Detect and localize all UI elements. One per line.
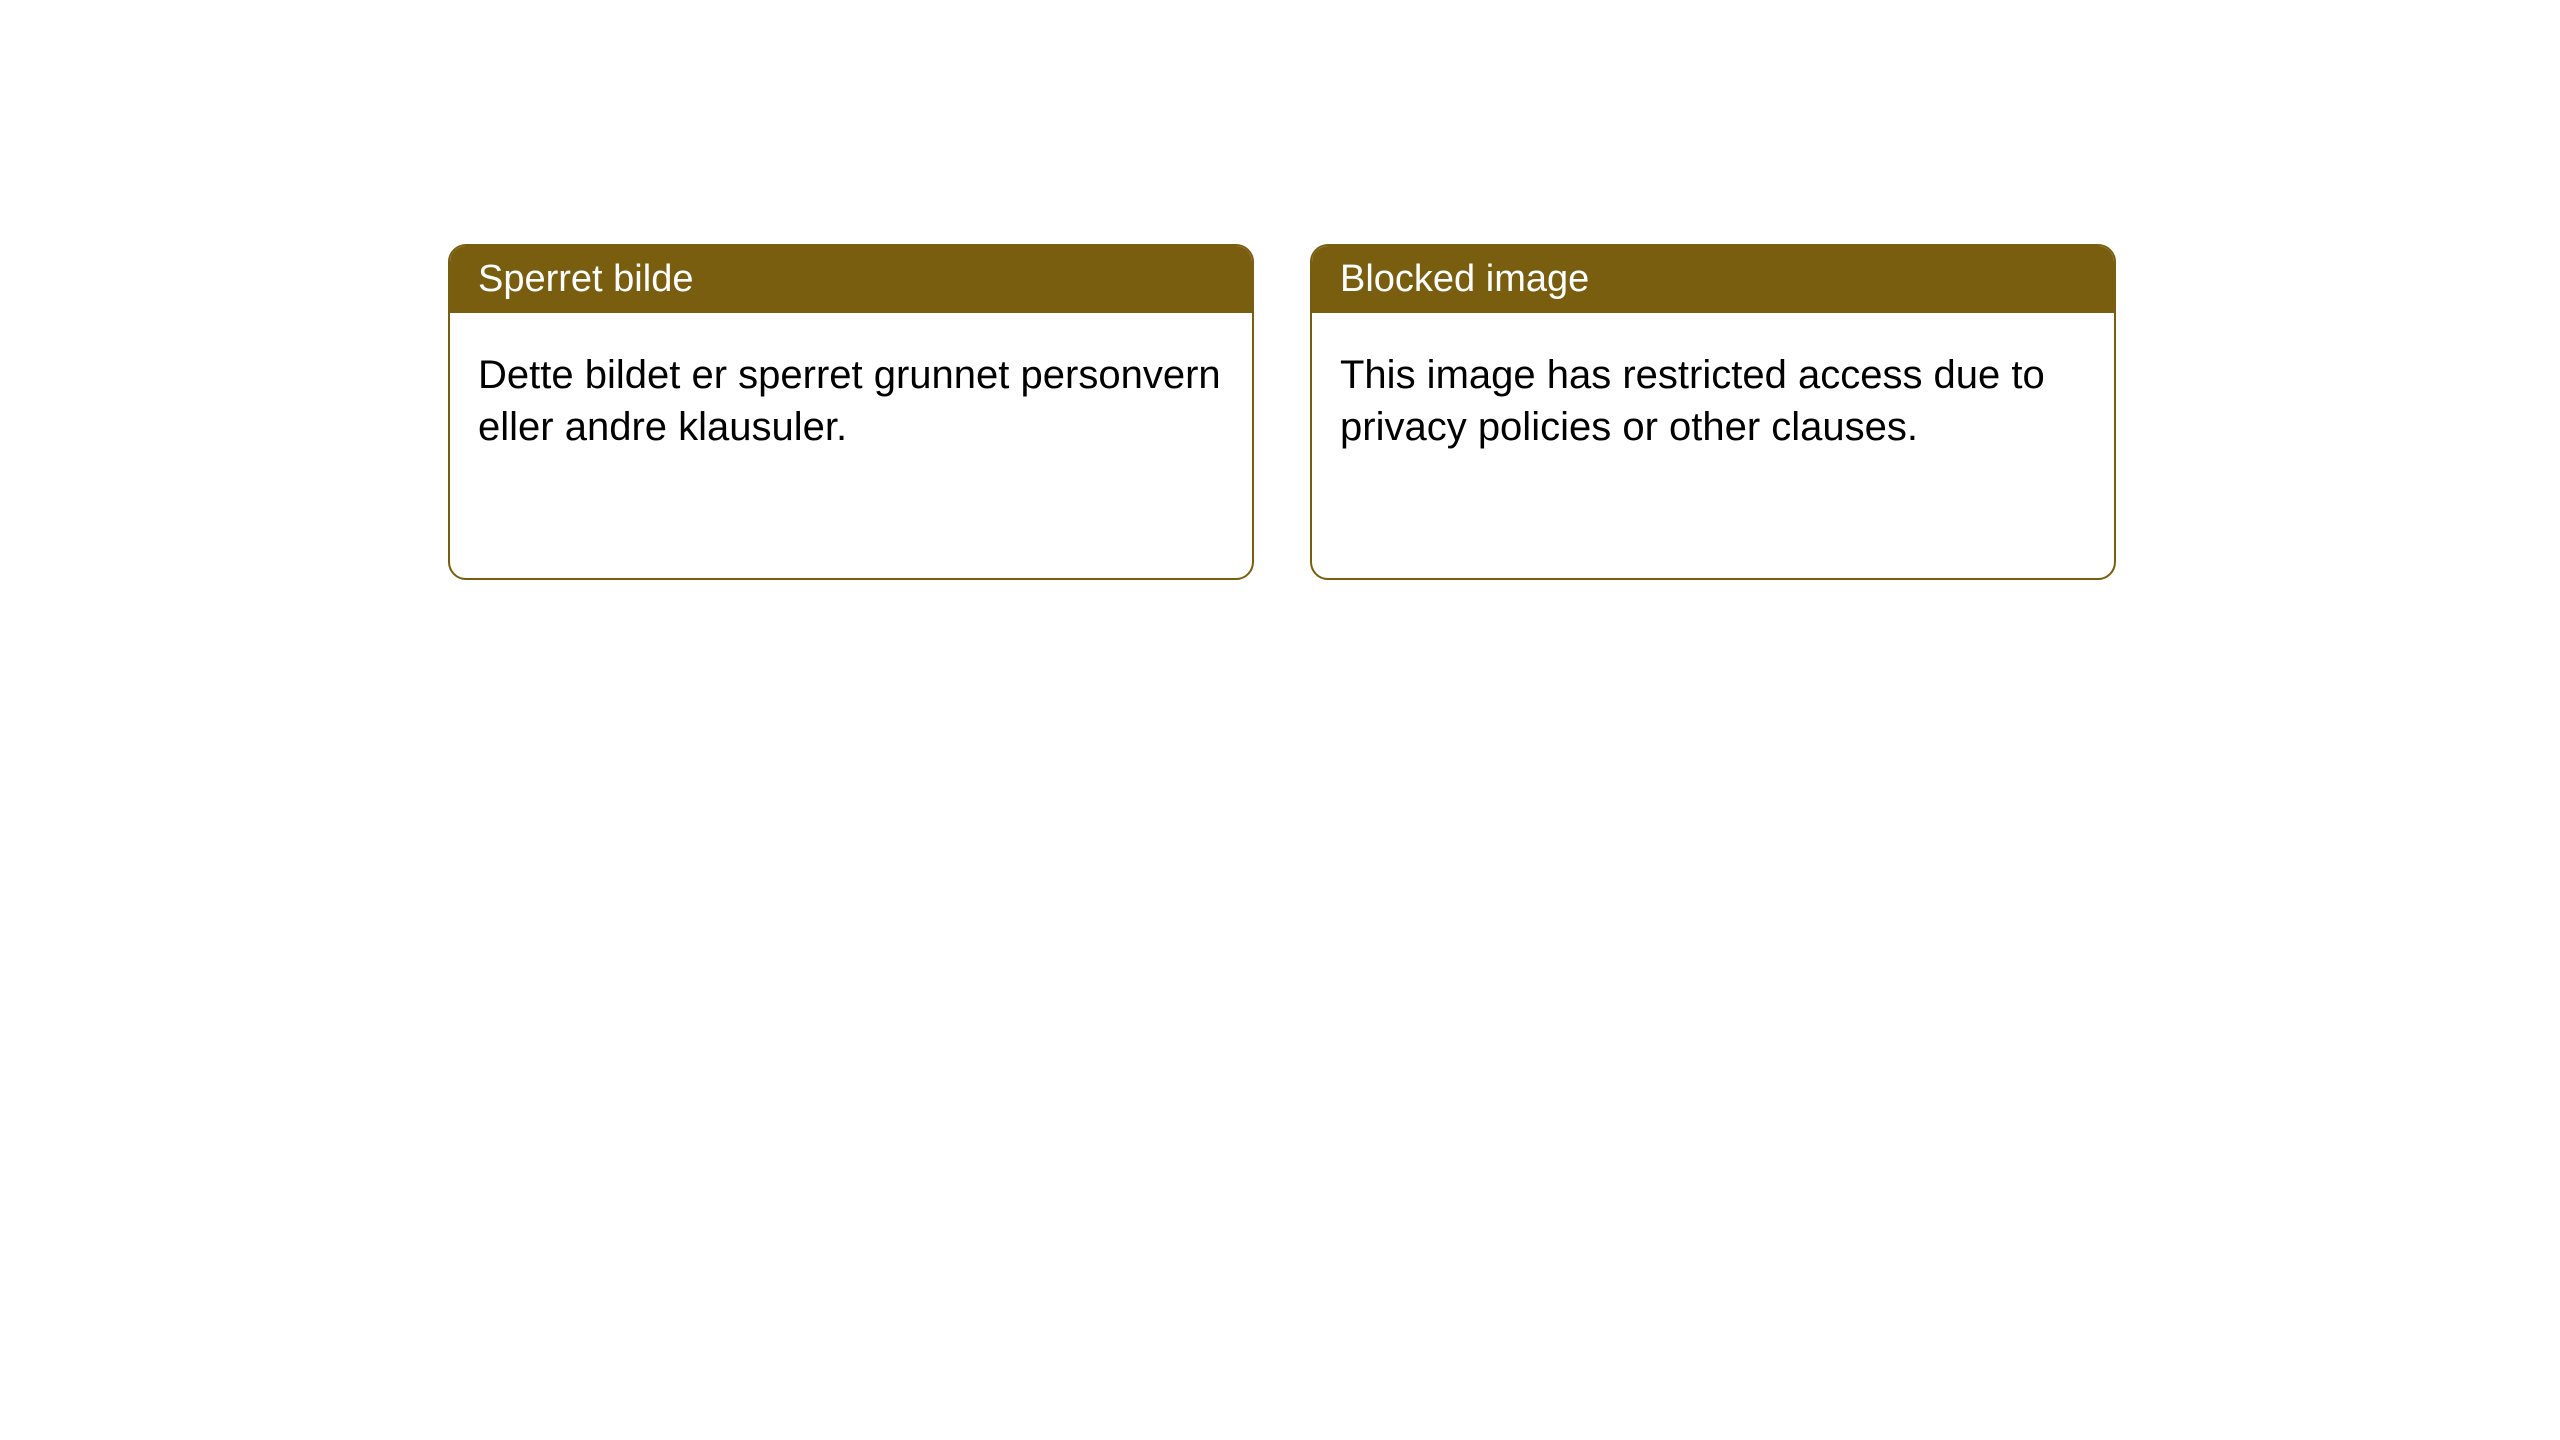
- notice-container: Sperret bilde Dette bildet er sperret gr…: [448, 244, 2116, 580]
- notice-title-english: Blocked image: [1312, 246, 2114, 313]
- notice-box-english: Blocked image This image has restricted …: [1310, 244, 2116, 580]
- notice-box-norwegian: Sperret bilde Dette bildet er sperret gr…: [448, 244, 1254, 580]
- notice-message-english: This image has restricted access due to …: [1312, 313, 2114, 489]
- notice-message-norwegian: Dette bildet er sperret grunnet personve…: [450, 313, 1252, 489]
- notice-title-norwegian: Sperret bilde: [450, 246, 1252, 313]
